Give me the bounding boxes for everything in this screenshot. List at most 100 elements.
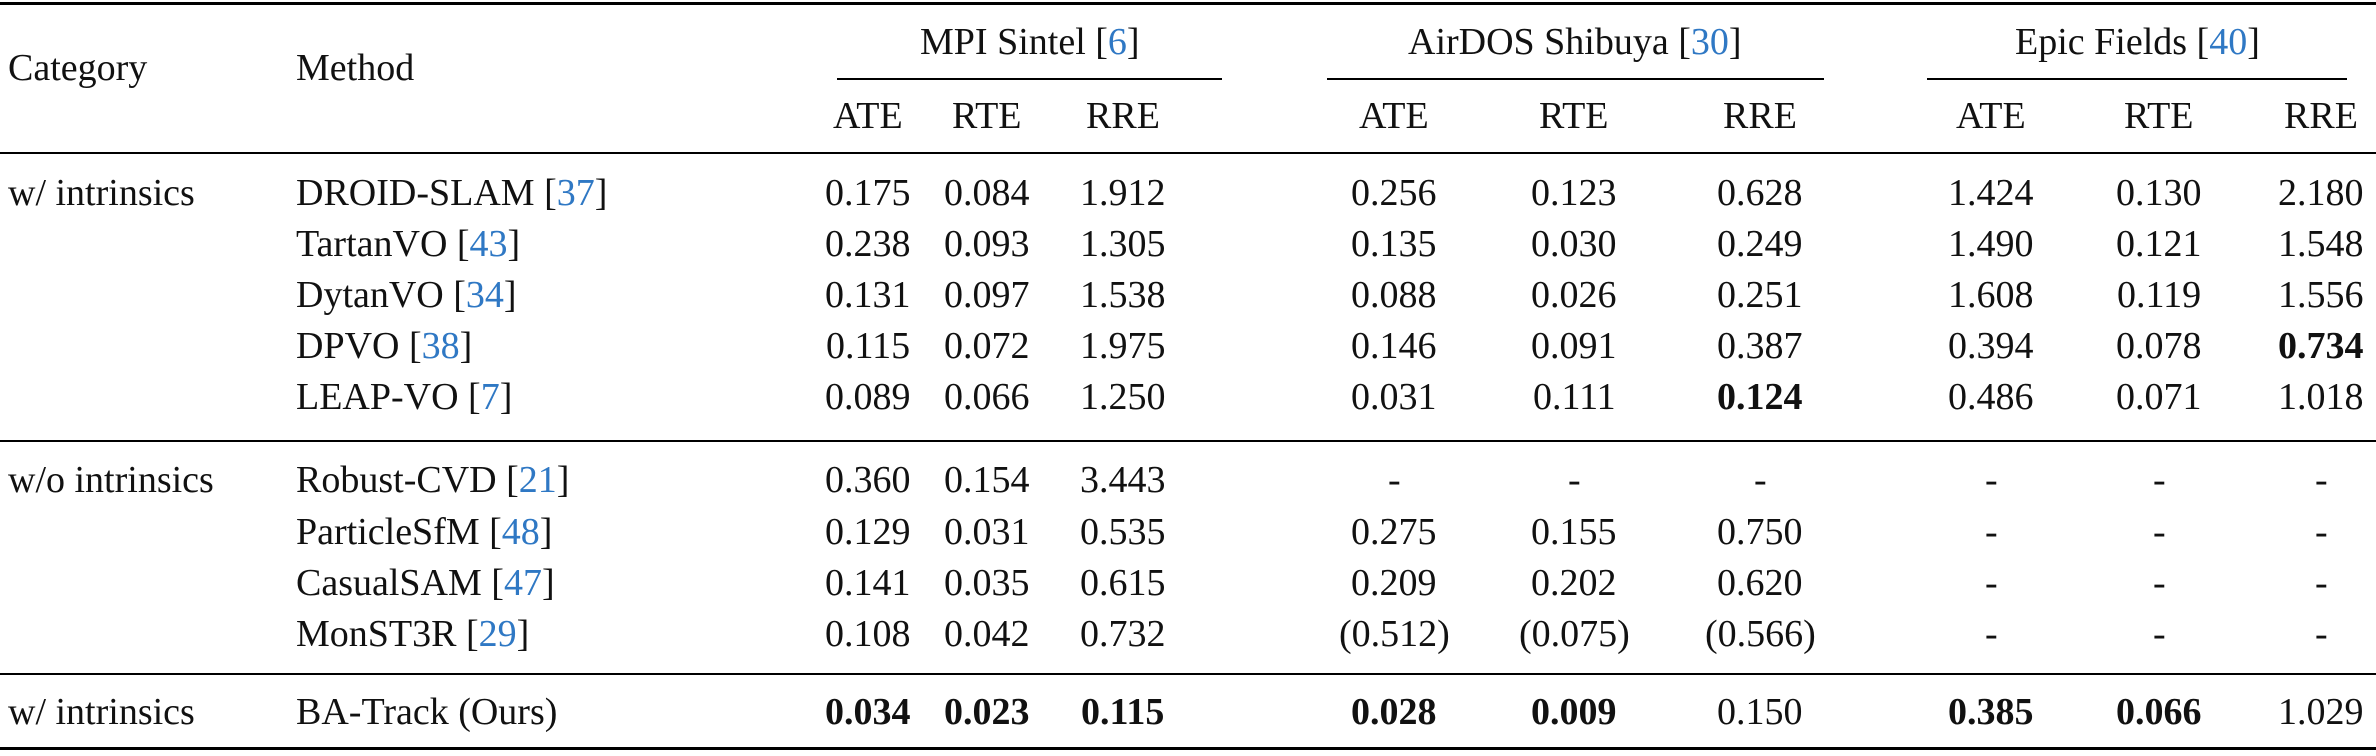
value-cell: 1.912 <box>1080 172 1166 214</box>
method-label: DPVO <box>296 325 400 367</box>
method-ref-link[interactable]: 37 <box>556 172 595 214</box>
value-cell: 0.275 <box>1351 511 1437 553</box>
value-cell: 0.238 <box>825 223 911 265</box>
method-ref-link[interactable]: 43 <box>469 223 508 265</box>
value-cell: 0.023 <box>944 691 1030 733</box>
group-header-ref-open: [ <box>2187 21 2210 63</box>
value-cell: 3.443 <box>1080 459 1166 501</box>
category-label: w/ intrinsics <box>8 172 195 214</box>
method-ref-close: ] <box>516 613 530 655</box>
group-header-ref-link[interactable]: 30 <box>1690 21 1729 63</box>
metric-header: RTE <box>952 95 1022 137</box>
metric-header: ATE <box>1956 95 2026 137</box>
group-header-ref-close: ] <box>2247 21 2260 63</box>
method-ref-link[interactable]: 7 <box>480 376 500 418</box>
method-ref-close: ] <box>556 459 570 501</box>
value-cell: 0.251 <box>1717 274 1803 316</box>
category-label: w/o intrinsics <box>8 459 214 501</box>
method-ref-link[interactable]: 38 <box>421 325 460 367</box>
group-header: Epic Fields [40] <box>2015 22 2260 62</box>
value-cell: 0.042 <box>944 613 1030 655</box>
value-cell: 0.072 <box>944 325 1030 367</box>
bottom-rule <box>0 747 2376 750</box>
value-cell: 0.150 <box>1717 691 1803 733</box>
value-cell: - <box>2315 511 2328 553</box>
group-header-ref-open: [ <box>1668 21 1691 63</box>
value-cell: 0.084 <box>944 172 1030 214</box>
value-cell: 0.146 <box>1351 325 1437 367</box>
value-cell: 0.111 <box>1533 376 1616 418</box>
value-cell: 0.066 <box>2116 691 2202 733</box>
method-ref-open: [ <box>458 376 481 418</box>
value-cell: 0.620 <box>1717 562 1803 604</box>
value-cell: 0.135 <box>1351 223 1437 265</box>
method-name: ParticleSfM [48] <box>296 512 552 552</box>
value-cell: 2.180 <box>2278 172 2364 214</box>
value-cell: (0.512) <box>1339 613 1450 655</box>
value-cell: 0.071 <box>2116 376 2202 418</box>
value-cell: 0.009 <box>1531 691 1617 733</box>
value-cell: 1.424 <box>1948 172 2034 214</box>
method-label: Robust-CVD <box>296 459 507 501</box>
group-header-label: Epic Fields <box>2015 21 2188 63</box>
value-cell: 0.121 <box>2116 223 2202 265</box>
method-ref-open: [ <box>489 511 502 553</box>
value-cell: - <box>2153 562 2166 604</box>
metric-header: RRE <box>1086 95 1160 137</box>
value-cell: - <box>2153 459 2166 501</box>
method-name: CasualSAM [47] <box>296 563 555 603</box>
value-cell: 0.750 <box>1717 511 1803 553</box>
method-label: BA-Track (Ours) <box>296 691 558 733</box>
value-cell: 0.732 <box>1080 613 1166 655</box>
value-cell: 1.490 <box>1948 223 2034 265</box>
method-name: DPVO [38] <box>296 326 472 366</box>
metric-header: RTE <box>1539 95 1609 137</box>
value-cell: 0.615 <box>1080 562 1166 604</box>
value-cell: 0.028 <box>1351 691 1437 733</box>
value-cell: 1.548 <box>2278 223 2364 265</box>
value-cell: - <box>1985 459 1998 501</box>
method-ref-link[interactable]: 21 <box>518 459 557 501</box>
group-header-ref-link[interactable]: 6 <box>1107 21 1127 63</box>
metric-header: ATE <box>833 95 903 137</box>
value-cell: 1.250 <box>1080 376 1166 418</box>
method-ref-link[interactable]: 34 <box>465 274 504 316</box>
value-cell: 0.154 <box>944 459 1030 501</box>
method-header: Method <box>296 47 415 89</box>
method-ref-open: [ <box>491 562 504 604</box>
value-cell: 0.256 <box>1351 172 1437 214</box>
metric-header: ATE <box>1359 95 1429 137</box>
value-cell: 0.035 <box>944 562 1030 604</box>
method-ref-link[interactable]: 48 <box>501 511 540 553</box>
value-cell: (0.566) <box>1705 613 1816 655</box>
method-label: LEAP-VO <box>296 376 459 418</box>
method-ref-link[interactable]: 47 <box>503 562 542 604</box>
method-ref-link[interactable]: 29 <box>478 613 517 655</box>
value-cell: - <box>2153 613 2166 655</box>
value-cell: 1.305 <box>1080 223 1166 265</box>
group-header: AirDOS Shibuya [30] <box>1408 22 1742 62</box>
value-cell: 0.066 <box>944 376 1030 418</box>
metric-header: RRE <box>1723 95 1797 137</box>
group-header-ref-close: ] <box>1126 21 1140 63</box>
method-ref-close: ] <box>507 223 521 265</box>
value-cell: 0.129 <box>825 511 911 553</box>
value-cell: 0.394 <box>1948 325 2034 367</box>
method-label: DROID-SLAM <box>296 172 535 214</box>
method-name: DROID-SLAM [37] <box>296 173 607 213</box>
group-rule-epic-fields <box>1927 78 2347 80</box>
method-name: DytanVO [34] <box>296 275 517 315</box>
method-ref-open: [ <box>447 223 470 265</box>
value-cell: - <box>1985 613 1998 655</box>
value-cell: 0.089 <box>825 376 911 418</box>
value-cell: 0.108 <box>825 613 911 655</box>
group-header-ref-close: ] <box>1728 21 1742 63</box>
group-header-ref-link[interactable]: 40 <box>2209 21 2248 63</box>
value-cell: - <box>1388 459 1401 501</box>
value-cell: 1.018 <box>2278 376 2364 418</box>
value-cell: - <box>2315 613 2328 655</box>
method-ref-close: ] <box>459 325 473 367</box>
value-cell: 0.093 <box>944 223 1030 265</box>
value-cell: 0.031 <box>944 511 1030 553</box>
method-ref-close: ] <box>503 274 517 316</box>
